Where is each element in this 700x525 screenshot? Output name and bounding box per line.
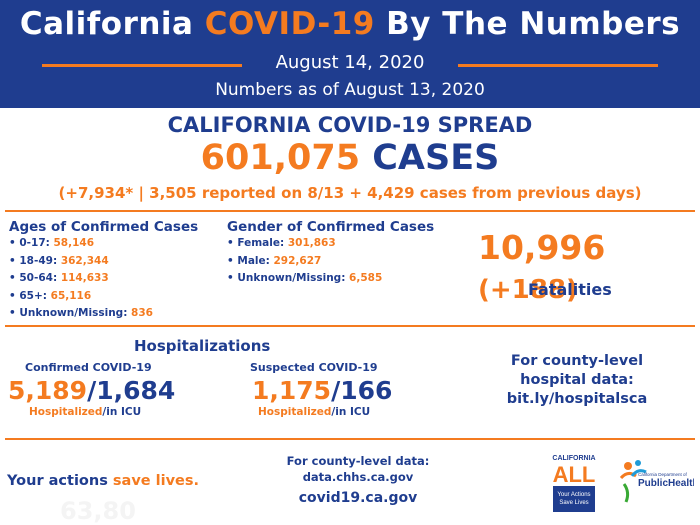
item-value: 301,863 [287, 237, 336, 249]
suspected-label: Suspected COVID-19 [250, 361, 378, 374]
item-value: 292,627 [273, 254, 322, 267]
numbers-as-of: Numbers as of August 13, 2020 [215, 80, 485, 100]
item-label: • Male: [227, 254, 274, 267]
logo-all-box [553, 486, 595, 512]
county-hospital-info: For county-level hospital data: bit.ly/h… [487, 352, 667, 409]
divider-2 [5, 325, 695, 327]
ages-title: Ages of Confirmed Cases [9, 219, 199, 235]
list-item: • Unknown/Missing: 6,585 [227, 270, 382, 288]
list-item: • 65+: 65,116 [9, 288, 153, 306]
list-item: • 18-49: 362,344 [9, 253, 153, 271]
item-value: 65,116 [50, 289, 92, 302]
caption-hospitalized: Hospitalized [258, 406, 332, 418]
item-label: • Unknown/Missing: [9, 307, 132, 319]
list-item: • 0-17: 58,146 [9, 235, 153, 253]
list-item: • Unknown/Missing: 836 [9, 305, 153, 323]
report-date: August 14, 2020 [275, 52, 425, 73]
title-highlight: COVID-19 [204, 6, 375, 42]
cases-label: CASES [372, 138, 500, 178]
california-all-logo: CALIFORNIA ALL Your Actions Save Lives [552, 455, 596, 512]
logo-all-word: ALL [553, 462, 596, 487]
list-item: • Female: 301,863 [227, 235, 382, 253]
header-banner: California COVID-19 By The Numbers Augus… [0, 0, 700, 108]
divider-1 [5, 210, 695, 212]
item-label: • Unknown/Missing: [227, 272, 350, 284]
confirmed-values: 5,189/1,684 [8, 376, 176, 405]
confirmed-caption: Hospitalized/in ICU [29, 406, 141, 418]
page-title: California COVID-19 By The Numbers [0, 6, 700, 42]
total-cases: 601,075 CASES [0, 138, 700, 178]
fatalities-count: 10,996 (+188) [478, 228, 700, 306]
logo-cdph-line-1: California Department of [638, 472, 688, 477]
gender-title: Gender of Confirmed Cases [227, 219, 435, 235]
item-value: 836 [131, 307, 153, 319]
header-rule-right [458, 64, 658, 67]
cases-breakdown: (+7,934* | 3,505 reported on 8/13 + 4,42… [58, 184, 642, 202]
county-data-info: For county-level data: data.chhs.ca.gov [278, 453, 438, 485]
suspected-caption: Hospitalized/in ICU [258, 406, 370, 418]
website-link[interactable]: covid19.ca.gov [298, 490, 418, 506]
faint-number: 63,80 [60, 497, 136, 525]
list-item: • 50-64: 114,633 [9, 270, 153, 288]
data-line-1: For county-level data: [286, 454, 430, 468]
logo-figure-blue [635, 460, 641, 466]
fatalities-change: (+188) [478, 275, 578, 305]
item-value: 6,585 [349, 272, 383, 284]
county-line-2: hospital data: [520, 372, 634, 388]
logo-figure-orange [624, 462, 632, 470]
hospital-data-link[interactable]: bit.ly/hospitalsca [506, 391, 648, 407]
title-part-2: By The Numbers [374, 6, 681, 42]
confirmed-icu: 1,684 [96, 376, 176, 405]
caption-hospitalized: Hospitalized [29, 406, 103, 418]
confirmed-label: Confirmed COVID-19 [25, 361, 152, 374]
item-value: 362,344 [60, 254, 109, 267]
slogan-part-1: Your actions [7, 473, 113, 489]
item-label: • 65+: [9, 289, 51, 302]
county-line-1: For county-level [510, 353, 644, 369]
item-value: 58,146 [53, 237, 95, 249]
item-label: • 0-17: [9, 237, 54, 249]
data-link[interactable]: data.chhs.ca.gov [302, 470, 414, 484]
item-label: • Female: [227, 237, 288, 249]
item-value: 114,633 [60, 272, 109, 284]
fatalities-label: Fatalities [528, 280, 612, 299]
confirmed-hospitalized: 5,189 [8, 376, 88, 405]
item-label: • 18-49: [9, 254, 61, 267]
cdph-logo: California Department of PublicHealth [619, 460, 694, 503]
title-part-1: California [19, 6, 205, 42]
slogan-part-2: save lives. [112, 473, 200, 489]
logo-figure-green [622, 483, 630, 503]
divider-3 [5, 438, 695, 440]
logo-all-sub-2: Save Lives [559, 500, 588, 506]
cases-number: 601,075 [200, 138, 361, 178]
actions-slogan: Your actions save lives. [7, 473, 199, 489]
suspected-hospitalized: 1,175 [252, 376, 332, 405]
fatalities-number: 10,996 [478, 228, 606, 267]
header-rule-left [42, 64, 242, 67]
caption-icu: /in ICU [102, 406, 142, 418]
suspected-values: 1,175/166 [252, 376, 393, 405]
hospitalizations-title: Hospitalizations [134, 337, 271, 355]
logo-all-top: CALIFORNIA [552, 455, 595, 462]
gender-list: • Female: 301,863 • Male: 292,627 • Unkn… [227, 235, 382, 288]
logo-cdph-line-2: PublicHealth [638, 478, 694, 489]
ages-list: • 0-17: 58,146 • 18-49: 362,344 • 50-64:… [9, 235, 153, 323]
caption-icu: /in ICU [331, 406, 371, 418]
suspected-icu: 166 [340, 376, 393, 405]
spread-heading: CALIFORNIA COVID-19 SPREAD [167, 113, 533, 137]
item-label: • 50-64: [9, 272, 61, 284]
logo-all-sub-1: Your Actions [557, 492, 590, 498]
list-item: • Male: 292,627 [227, 253, 382, 271]
